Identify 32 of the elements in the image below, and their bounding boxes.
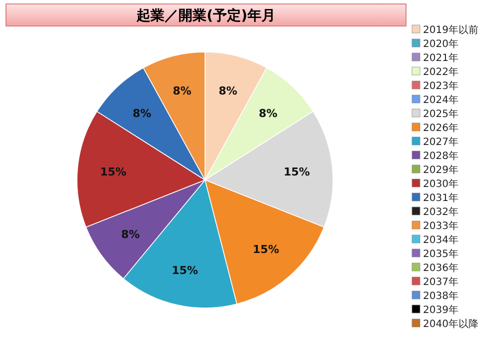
legend-label: 2038年 <box>423 290 458 302</box>
legend-label: 2031年 <box>423 192 458 204</box>
legend-label: 2025年 <box>423 108 458 120</box>
data-label: 8% <box>258 106 278 120</box>
legend-label: 2033年 <box>423 220 458 232</box>
data-label: 15% <box>172 264 198 277</box>
chart-title: 起業／開業(予定)年月 <box>136 7 276 24</box>
legend-label: 2023年 <box>423 80 458 92</box>
legend-label: 2036年 <box>423 262 458 274</box>
legend-label: 2035年 <box>423 248 458 260</box>
legend-label: 2027年 <box>423 136 458 148</box>
data-label: 8% <box>121 228 140 242</box>
legend-label: 2028年 <box>423 150 458 162</box>
legend-label: 2022年 <box>423 66 458 78</box>
legend-label: 2037年 <box>423 276 458 288</box>
legend-label: 2021年 <box>423 52 458 64</box>
legend-label: 2034年 <box>423 234 458 246</box>
legend-label: 2024年 <box>423 94 458 106</box>
legend-label: 2029年 <box>423 164 458 176</box>
legend-label: 2032年 <box>423 206 458 218</box>
legend-label: 2040年以降 <box>423 318 478 330</box>
data-label: 8% <box>218 84 238 98</box>
legend-label: 2020年 <box>423 38 458 50</box>
data-label: 15% <box>252 243 280 256</box>
data-label: 8% <box>172 84 192 98</box>
legend-label: 2030年 <box>423 178 458 190</box>
legend-label: 2026年 <box>423 122 458 134</box>
data-label: 8% <box>132 106 152 120</box>
data-label: 15% <box>284 165 310 178</box>
data-label: 15% <box>100 165 126 178</box>
legend-label: 2019年以前 <box>423 24 478 36</box>
legend-label: 2039年 <box>423 304 458 316</box>
